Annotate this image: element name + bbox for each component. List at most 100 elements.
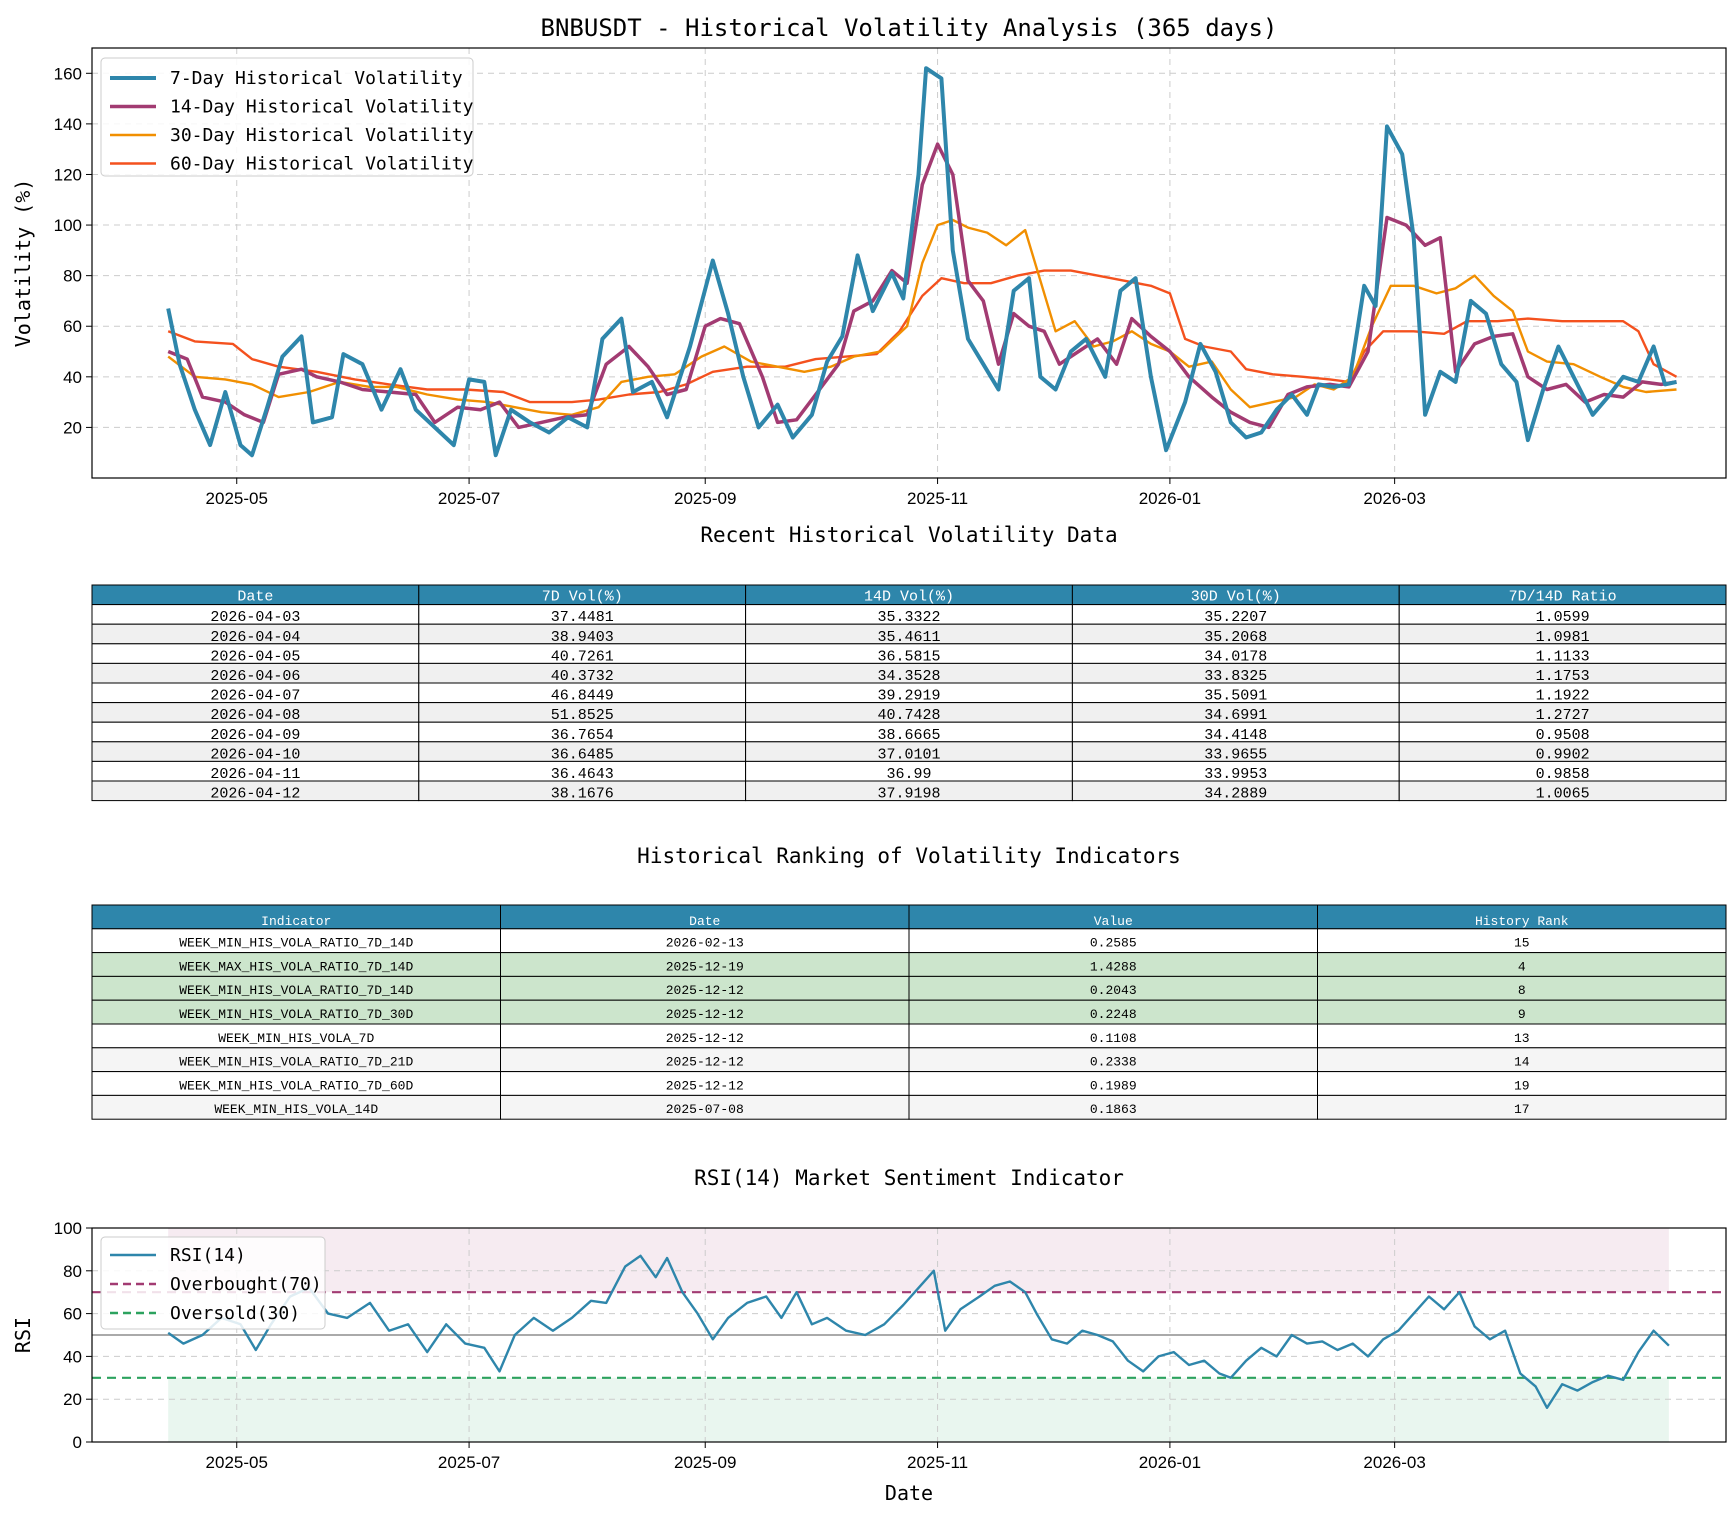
cell-value: 0.2338 (1090, 1055, 1137, 1070)
cell-value: 1.1133 (1536, 648, 1590, 665)
header-label: Date (237, 589, 273, 606)
cell-value: 13 (1514, 1031, 1530, 1046)
cell-value: WEEK_MIN_HIS_VOLA_RATIO_7D_30D (179, 1007, 413, 1022)
x-tick-label: 2026-03 (1363, 489, 1425, 508)
cell-value: 14 (1514, 1055, 1530, 1070)
cell-value: WEEK_MIN_HIS_VOLA_14D (214, 1102, 378, 1117)
header-label: 30D Vol(%) (1191, 589, 1281, 606)
x-tick-label: 2025-05 (206, 489, 268, 508)
cell-value: 34.6991 (1204, 707, 1267, 724)
cell-value: 35.2207 (1204, 609, 1267, 626)
cell-value: 0.1989 (1090, 1078, 1137, 1093)
cell-value: 2026-04-06 (210, 668, 300, 685)
cell-value: 2025-12-19 (666, 959, 744, 974)
cell-value: 2025-12-12 (666, 983, 744, 998)
cell-value: 2026-04-10 (210, 746, 300, 763)
table-cell (1398, 780, 1727, 802)
volatility-series (166, 66, 1678, 458)
cell-value: 34.4148 (1204, 727, 1267, 744)
cell-value: 2026-04-07 (210, 688, 300, 705)
volatility-y-ticks: 20 40 60 80 100 120 140 160 (54, 64, 92, 437)
volatility-legend: 7-Day Historical Volatility 14-Day Histor… (100, 57, 474, 177)
cell-value: 1.0599 (1536, 609, 1590, 626)
legend-label: 30-Day Historical Volatility (170, 125, 474, 146)
cell-value: 38.6665 (877, 727, 940, 744)
cell-value: 37.9198 (877, 786, 940, 803)
rsi-plot-frame (91, 1227, 1727, 1443)
legend-label: 60-Day Historical Volatility (170, 154, 474, 175)
legend-label: 7-Day Historical Volatility (170, 68, 463, 89)
y-tick-label: 160 (54, 64, 82, 83)
cell-value: WEEK_MIN_HIS_VOLA_RATIO_7D_21D (179, 1055, 413, 1070)
cell-value: 33.9655 (1204, 746, 1267, 763)
y-tick-label: 40 (63, 368, 82, 387)
y-tick-label: 100 (54, 216, 82, 235)
cell-value: 34.2889 (1204, 786, 1267, 803)
cell-value: 36.5815 (877, 648, 940, 665)
cell-value: 1.1753 (1536, 668, 1590, 685)
cell-value: WEEK_MIN_HIS_VOLA_7D (218, 1031, 374, 1046)
header-label: 14D Vol(%) (864, 589, 954, 606)
cell-value: 35.3322 (877, 609, 940, 626)
x-tick-label: 2026-01 (1139, 1453, 1201, 1472)
cell-value: 0.9508 (1536, 727, 1590, 744)
overbought-zone (168, 1228, 1669, 1293)
table-cell (1317, 1094, 1727, 1120)
cell-value: 1.2727 (1536, 707, 1590, 724)
cell-value: 4 (1518, 959, 1526, 974)
rsi-line (167, 1254, 1670, 1409)
header-label: 7D Vol(%) (542, 589, 623, 606)
cell-value: 2026-04-03 (210, 609, 300, 626)
legend-label: Overbought(70) (170, 1274, 322, 1295)
cell-value: 2025-12-12 (666, 1055, 744, 1070)
y-tick-label: 140 (54, 115, 82, 134)
cell-value: 1.0981 (1536, 629, 1590, 646)
recent-volatility-table: Date 7D Vol(%) 14D Vol(%) 30D Vol(%) 7D/14D … (91, 584, 1727, 803)
cell-value: WEEK_MIN_HIS_VOLA_RATIO_7D_14D (179, 983, 413, 998)
series-line-4 (167, 269, 1678, 404)
series-line-2 (167, 142, 1677, 430)
rsi-legend: RSI(14) Overbought(70) Oversold(30) (100, 1236, 326, 1330)
cell-value: 0.2585 (1090, 936, 1137, 951)
legend-label: RSI(14) (170, 1245, 246, 1266)
ranking-table: Indicator Date Value History Rank WEEK_MIN_H… (91, 904, 1727, 1120)
cell-value: 36.99 (886, 766, 931, 783)
x-tick-label: 2025-11 (907, 489, 968, 508)
cell-value: WEEK_MAX_HIS_VOLA_RATIO_7D_14D (179, 959, 413, 974)
cell-value: 0.9902 (1536, 746, 1590, 763)
x-tick-label: 2025-09 (674, 1453, 736, 1472)
cell-value: 34.3528 (877, 668, 940, 685)
cell-value: 19 (1514, 1078, 1530, 1093)
x-tick-label: 2025-09 (674, 489, 736, 508)
header-label: Date (689, 914, 720, 929)
cell-value: 51.8525 (551, 707, 614, 724)
cell-value: 38.9403 (551, 629, 614, 646)
cell-value: 46.8449 (551, 688, 614, 705)
cell-value: 2026-04-09 (210, 727, 300, 744)
cell-value: 38.1676 (551, 786, 614, 803)
cell-value: 15 (1514, 936, 1530, 951)
cell-value: 2025-12-12 (666, 1031, 744, 1046)
cell-value: 8 (1518, 983, 1526, 998)
cell-value: 33.9953 (1204, 766, 1267, 783)
legend-label: Oversold(30) (170, 1303, 300, 1324)
cell-value: 35.2068 (1204, 629, 1267, 646)
oversold-zone (168, 1377, 1669, 1442)
cell-value: 40.7261 (551, 648, 614, 665)
header-label: Indicator (261, 914, 331, 929)
cell-value: 9 (1518, 1007, 1526, 1022)
y-tick-label: 60 (63, 1305, 82, 1324)
cell-value: 1.0065 (1536, 786, 1590, 803)
cell-value: 36.6485 (551, 746, 614, 763)
legend-box (100, 57, 474, 177)
x-tick-label: 2025-07 (438, 489, 500, 508)
cell-value: 34.0178 (1204, 648, 1267, 665)
cell-value: 2026-04-11 (210, 766, 300, 783)
cell-value: 0.1108 (1090, 1031, 1137, 1046)
header-label: History Rank (1475, 914, 1569, 929)
rsi-chart-title: RSI(14) Market Sentiment Indicator (694, 1166, 1124, 1190)
header-label: Value (1094, 914, 1133, 929)
volatility-plot-frame (91, 47, 1727, 479)
